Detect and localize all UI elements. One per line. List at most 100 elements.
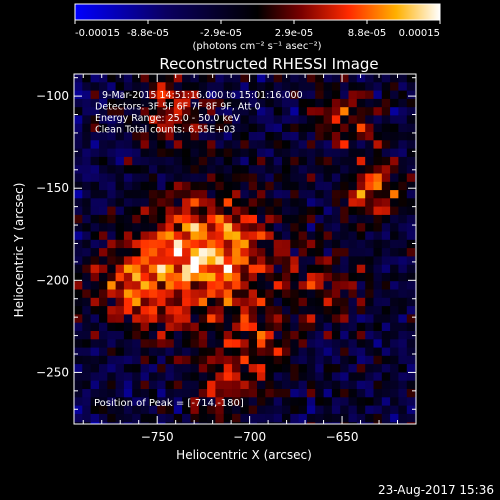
- heatmap-cell: [273, 264, 283, 274]
- heatmap-cell: [190, 132, 200, 141]
- heatmap-cell: [406, 347, 416, 357]
- heatmap-cell: [373, 132, 383, 141]
- heatmap-cell: [115, 90, 125, 100]
- heatmap-cell: [331, 181, 341, 191]
- heatmap-cell: [215, 314, 225, 324]
- heatmap-cell: [273, 165, 283, 174]
- heatmap-cell: [273, 397, 283, 406]
- heatmap-cell: [182, 248, 191, 257]
- heatmap-cell: [381, 331, 391, 340]
- heatmap-cell: [90, 397, 100, 406]
- heatmap-cell: [115, 148, 125, 158]
- heatmap-cell: [365, 364, 374, 373]
- heatmap-cell: [82, 239, 91, 249]
- heatmap-cell: [99, 248, 108, 257]
- heatmap-cell: [182, 314, 191, 324]
- heatmap-cell: [331, 156, 341, 166]
- heatmap-cell: [273, 198, 283, 207]
- heatmap-cell: [315, 422, 324, 424]
- heatmap-cell: [331, 405, 341, 415]
- heatmap-cell: [165, 389, 175, 398]
- heatmap-cell: [157, 306, 166, 315]
- heatmap-cell: [140, 405, 150, 415]
- heatmap-cell: [298, 239, 308, 249]
- heatmap-cell: [198, 198, 208, 207]
- heatmap-cell: [232, 214, 241, 224]
- heatmap-cell: [331, 123, 341, 133]
- heatmap-cell: [157, 389, 166, 398]
- heatmap-cell: [99, 347, 108, 357]
- heatmap-cell: [423, 91, 432, 100]
- heatmap-cell: [373, 422, 383, 424]
- heatmap-cell: [198, 422, 208, 424]
- heatmap-cell: [381, 272, 391, 282]
- heatmap-cell: [90, 90, 100, 100]
- heatmap-cell: [315, 82, 324, 91]
- heatmap-cell: [82, 380, 91, 390]
- heatmap-cell: [173, 322, 183, 332]
- heatmap-cell: [74, 173, 83, 183]
- heatmap-cell: [215, 430, 224, 439]
- heatmap-cell: [306, 107, 316, 116]
- heatmap-cell: [390, 115, 399, 125]
- heatmap-cell: [248, 339, 258, 348]
- info-line: Energy Range: 25.0 - 50.0 keV: [95, 113, 240, 124]
- heatmap-cell: [198, 248, 208, 257]
- heatmap-cell: [182, 422, 191, 424]
- heatmap-cell: [398, 181, 408, 191]
- heatmap-cell: [174, 430, 183, 439]
- heatmap-cell: [257, 214, 266, 224]
- heatmap-cell: [82, 107, 91, 116]
- heatmap-cell: [74, 198, 83, 207]
- heatmap-cell: [165, 264, 175, 274]
- heatmap-cell: [232, 223, 241, 232]
- heatmap-cell: [215, 397, 225, 406]
- heatmap-cell: [356, 339, 366, 348]
- heatmap-cell: [348, 123, 358, 133]
- heatmap-cell: [182, 156, 191, 166]
- heatmap-cell: [273, 364, 283, 373]
- heatmap-cell: [99, 364, 108, 373]
- heatmap-cell: [82, 82, 91, 91]
- heatmap-cell: [356, 397, 366, 406]
- heatmap-cell: [132, 123, 141, 133]
- heatmap-cell: [157, 297, 166, 307]
- x-axis-label: Heliocentric X (arcsec): [176, 448, 312, 462]
- heatmap-cell: [148, 181, 158, 191]
- heatmap-cell: [390, 173, 399, 183]
- heatmap-cell: [74, 264, 83, 274]
- heatmap-cell: [406, 380, 416, 390]
- heatmap-cell: [107, 339, 116, 348]
- heatmap-cell: [248, 181, 258, 191]
- heatmap-cell: [390, 107, 399, 116]
- heatmap-cell: [257, 372, 266, 382]
- heatmap-cell: [115, 190, 125, 199]
- heatmap-cell: [90, 413, 100, 423]
- heatmap-cell: [74, 422, 83, 424]
- heatmap-cell: [373, 123, 383, 133]
- heatmap-cell: [273, 389, 283, 398]
- heatmap-cell: [356, 214, 366, 224]
- heatmap-cell: [265, 405, 274, 415]
- heatmap-cell: [282, 289, 291, 299]
- heatmap-cell: [323, 173, 333, 183]
- heatmap-cell: [356, 306, 366, 315]
- heatmap-cell: [182, 397, 191, 406]
- heatmap-cell: [223, 331, 233, 340]
- heatmap-cell: [398, 165, 408, 174]
- heatmap-cell: [323, 214, 333, 224]
- heatmap-cell: [148, 405, 158, 415]
- heatmap-cell: [215, 306, 225, 315]
- heatmap-cell: [365, 173, 374, 183]
- heatmap-cell: [323, 364, 333, 373]
- heatmap-cell: [340, 397, 349, 406]
- heatmap-cell: [381, 115, 391, 125]
- heatmap-cell: [306, 331, 316, 340]
- heatmap-cell: [340, 405, 349, 415]
- heatmap-cell: [190, 115, 200, 125]
- heatmap-cell: [90, 272, 100, 282]
- heatmap-cell: [331, 74, 341, 83]
- heatmap-cell: [323, 90, 333, 100]
- heatmap-cell: [198, 165, 208, 174]
- heatmap-cell: [215, 355, 225, 365]
